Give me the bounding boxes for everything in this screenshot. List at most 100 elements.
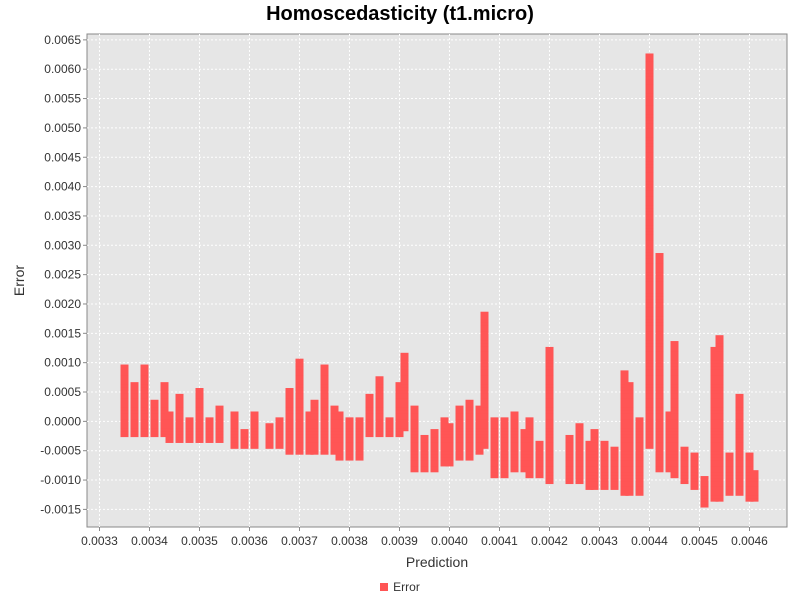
data-point bbox=[165, 411, 174, 420]
data-point bbox=[395, 382, 404, 391]
y-tick-label: 0.0050 bbox=[44, 121, 81, 135]
data-point bbox=[510, 411, 519, 420]
data-point bbox=[500, 417, 509, 426]
data-point bbox=[600, 440, 609, 449]
data-point bbox=[665, 411, 674, 420]
y-axis-label: Error bbox=[11, 265, 27, 296]
x-tick-label: 0.0036 bbox=[231, 534, 268, 548]
data-points bbox=[120, 53, 759, 508]
x-tick-label: 0.0037 bbox=[281, 534, 318, 548]
data-point bbox=[680, 446, 689, 455]
y-tick-label: 0.0045 bbox=[44, 150, 81, 164]
y-tick-label: 0.0055 bbox=[44, 92, 81, 106]
data-point bbox=[700, 476, 709, 485]
data-point bbox=[295, 358, 304, 367]
legend: Error bbox=[0, 580, 800, 594]
data-point bbox=[565, 434, 574, 443]
y-tick-label: 0.0020 bbox=[44, 297, 81, 311]
data-point bbox=[305, 411, 314, 420]
data-point bbox=[230, 411, 239, 420]
axes: 0.0033 0.0034 0.0035 0.0036 0.0037 0.0038 0.00… bbox=[40, 33, 768, 548]
data-point bbox=[620, 370, 629, 379]
y-tick-label: 0.0065 bbox=[44, 33, 81, 47]
data-point bbox=[635, 417, 644, 426]
data-point bbox=[345, 417, 354, 426]
data-point bbox=[205, 417, 214, 426]
data-point bbox=[420, 434, 429, 443]
y-tick-label: 0.0030 bbox=[44, 238, 81, 252]
data-point bbox=[690, 452, 699, 461]
data-point bbox=[240, 429, 249, 438]
y-tick-label: 0.0060 bbox=[44, 62, 81, 76]
data-point bbox=[525, 417, 534, 426]
data-point bbox=[175, 393, 184, 402]
data-point bbox=[265, 423, 274, 432]
y-tick-label: -0.0015 bbox=[40, 502, 81, 516]
y-tick-label: -0.0010 bbox=[40, 473, 81, 487]
x-tick-label: 0.0034 bbox=[131, 534, 168, 548]
data-point bbox=[320, 364, 329, 373]
data-point bbox=[490, 417, 499, 426]
data-point bbox=[400, 352, 409, 361]
data-point bbox=[445, 423, 454, 432]
data-point bbox=[120, 364, 129, 373]
data-point bbox=[745, 452, 754, 461]
data-point bbox=[735, 393, 744, 402]
data-point bbox=[310, 399, 319, 408]
y-tick-label: 0.0000 bbox=[44, 414, 81, 428]
y-tick-label: 0.0005 bbox=[44, 385, 81, 399]
data-point bbox=[645, 53, 654, 62]
data-point bbox=[625, 382, 634, 391]
x-tick-label: 0.0033 bbox=[81, 534, 118, 548]
x-tick-label: 0.0042 bbox=[531, 534, 568, 548]
legend-label: Error bbox=[393, 580, 420, 594]
chart-title: Homoscedasticity (t1.micro) bbox=[266, 3, 534, 25]
x-tick-label: 0.0038 bbox=[331, 534, 368, 548]
data-point bbox=[215, 405, 224, 414]
x-tick-label: 0.0040 bbox=[431, 534, 468, 548]
y-tick-label: 0.0040 bbox=[44, 180, 81, 194]
data-point bbox=[725, 452, 734, 461]
data-point bbox=[475, 405, 484, 414]
y-tick-label: 0.0035 bbox=[44, 209, 81, 223]
data-point bbox=[655, 253, 664, 262]
y-tick-label: 0.0010 bbox=[44, 356, 81, 370]
data-point bbox=[275, 417, 284, 426]
x-tick-label: 0.0044 bbox=[631, 534, 668, 548]
data-point bbox=[440, 417, 449, 426]
data-point bbox=[160, 382, 169, 391]
legend-swatch bbox=[380, 583, 389, 591]
data-point bbox=[375, 376, 384, 385]
x-tick-label: 0.0046 bbox=[731, 534, 768, 548]
data-point bbox=[355, 417, 364, 426]
data-point bbox=[250, 411, 259, 420]
data-point bbox=[330, 405, 339, 414]
data-point bbox=[195, 388, 204, 397]
data-point bbox=[715, 335, 724, 344]
data-point bbox=[185, 417, 194, 426]
data-point bbox=[140, 364, 149, 373]
data-point bbox=[465, 399, 474, 408]
data-point bbox=[710, 346, 719, 355]
data-point bbox=[520, 429, 529, 438]
data-point bbox=[430, 429, 439, 438]
data-point bbox=[150, 399, 159, 408]
data-point bbox=[365, 393, 374, 402]
x-tick-label: 0.0045 bbox=[681, 534, 718, 548]
data-point bbox=[545, 346, 554, 355]
data-point bbox=[455, 405, 464, 414]
data-point bbox=[610, 446, 619, 455]
data-point bbox=[670, 341, 679, 350]
x-axis-label: Prediction bbox=[406, 554, 468, 570]
data-point bbox=[750, 470, 759, 479]
data-point bbox=[335, 411, 344, 420]
y-tick-label: 0.0025 bbox=[44, 268, 81, 282]
y-tick-label: 0.0015 bbox=[44, 326, 81, 340]
x-tick-label: 0.0043 bbox=[581, 534, 618, 548]
y-tick-label: -0.0005 bbox=[40, 444, 81, 458]
data-point bbox=[535, 440, 544, 449]
x-tick-label: 0.0041 bbox=[481, 534, 518, 548]
data-point bbox=[285, 388, 294, 397]
data-point bbox=[590, 429, 599, 438]
